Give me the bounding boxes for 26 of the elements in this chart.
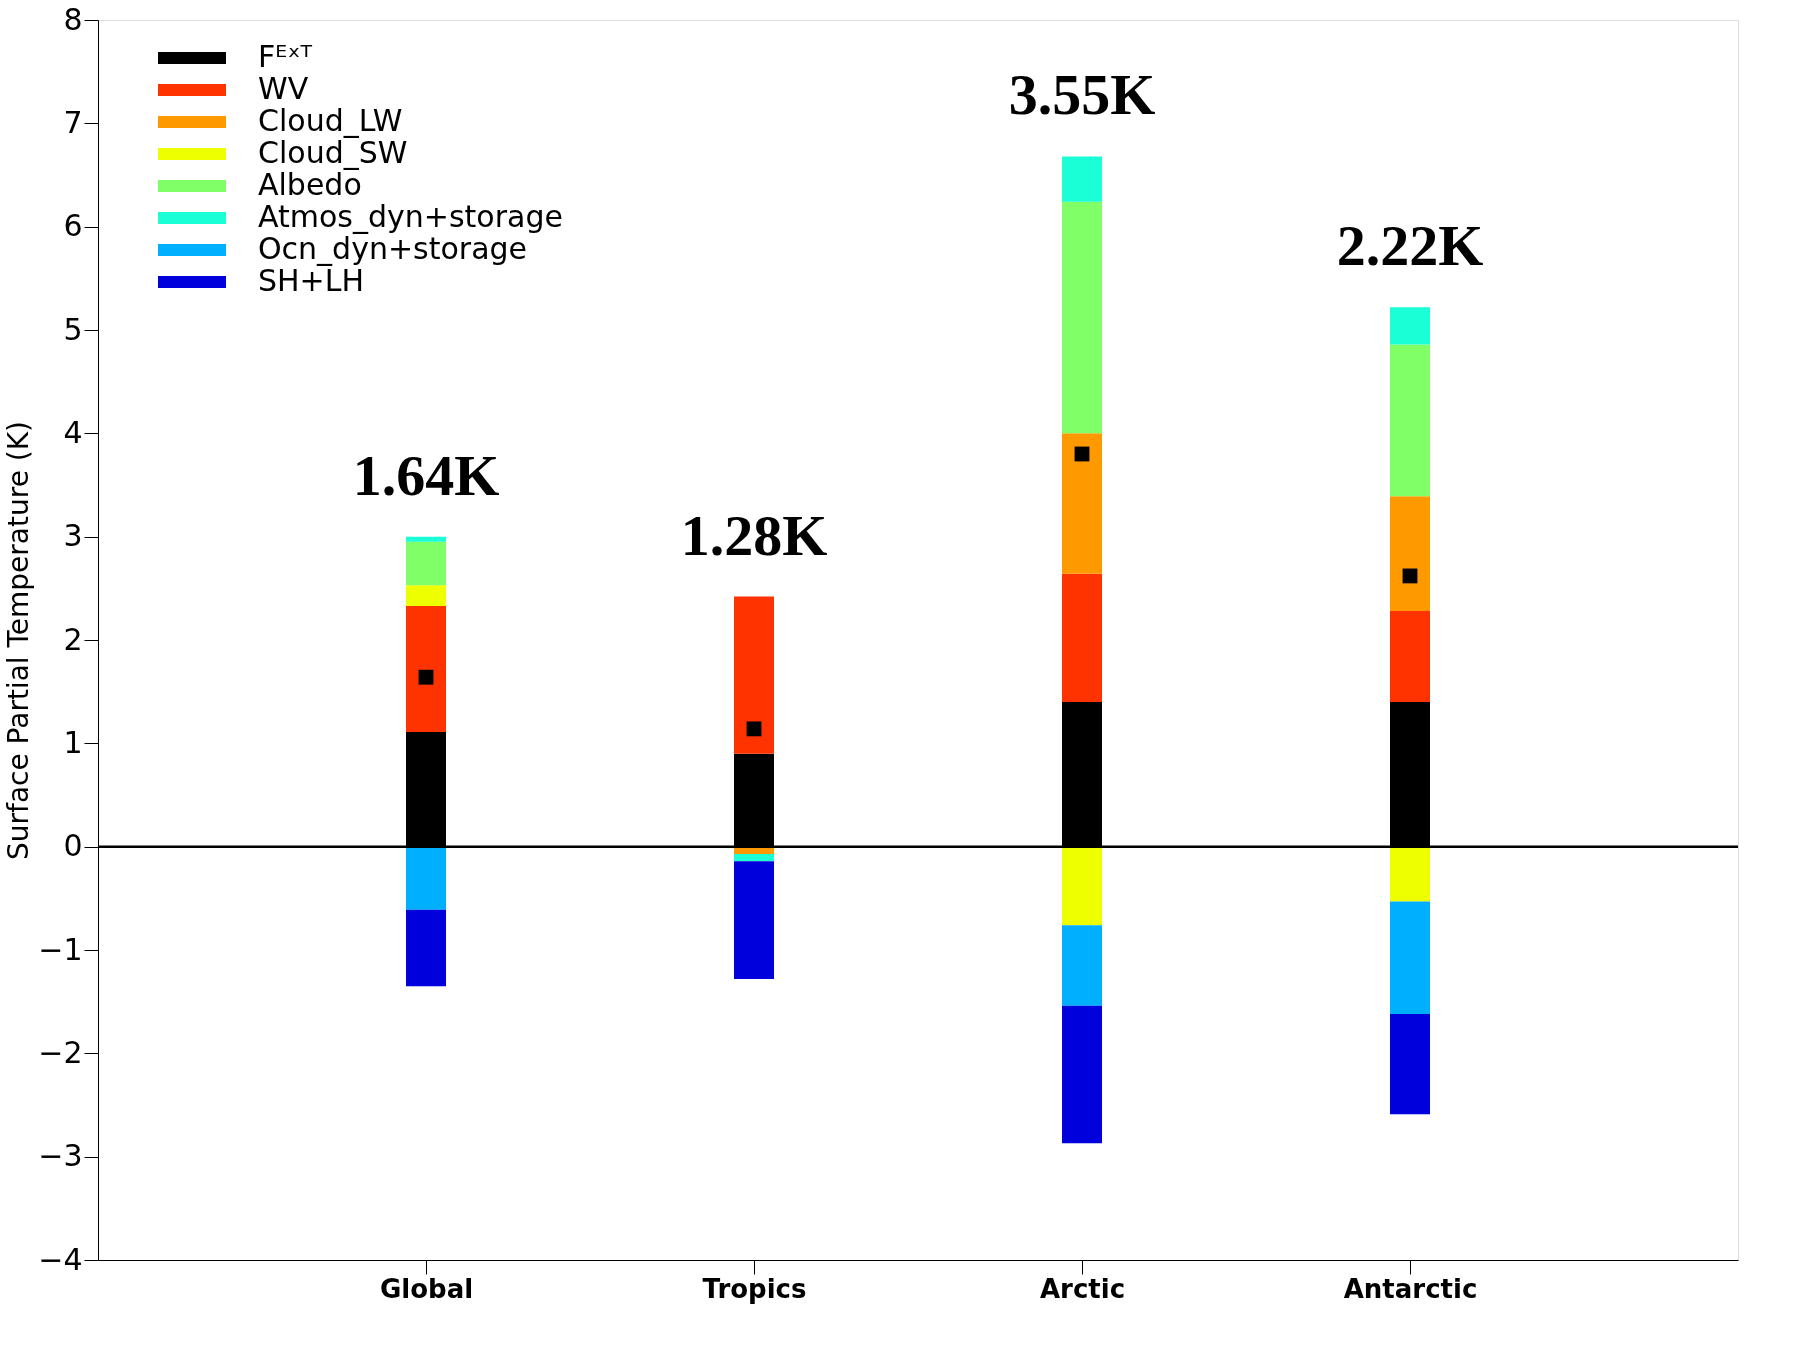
annotation: 1.64K [352,442,500,508]
y-tick-label: 1 [63,724,83,760]
legend-label: Atmos_dyn+storage [258,199,563,234]
x-tick-label: Tropics [702,1273,807,1304]
x-tick-label: Arctic [1039,1273,1126,1304]
x-tick-label: Global [379,1273,474,1304]
legend-label: Fᴱˣᵀ [258,39,313,74]
y-tick-label: 5 [63,311,83,347]
y-tick-label: 6 [63,208,83,244]
x-tick-label: Antarctic [1343,1273,1478,1304]
legend-label: Cloud_LW [258,103,403,138]
y-tick-label: 2 [63,621,83,657]
legend-label: WV [258,71,309,106]
y-axis-title: Surface Partial Temperature (K) [2,421,36,860]
annotation: 2.22K [1336,213,1484,279]
y-tick-label: 7 [63,104,83,140]
annotation: 1.28K [680,502,828,568]
y-tick-label: −1 [38,931,83,967]
y-tick-label: −3 [38,1138,83,1174]
annotation: 3.55K [1008,62,1156,128]
y-tick-label: 4 [63,414,83,450]
y-tick-label: 8 [63,1,83,37]
y-tick-label: 0 [63,828,83,864]
y-tick-label: 3 [63,518,83,554]
y-tick-label: −2 [38,1034,83,1070]
y-tick-label: −4 [38,1241,83,1277]
